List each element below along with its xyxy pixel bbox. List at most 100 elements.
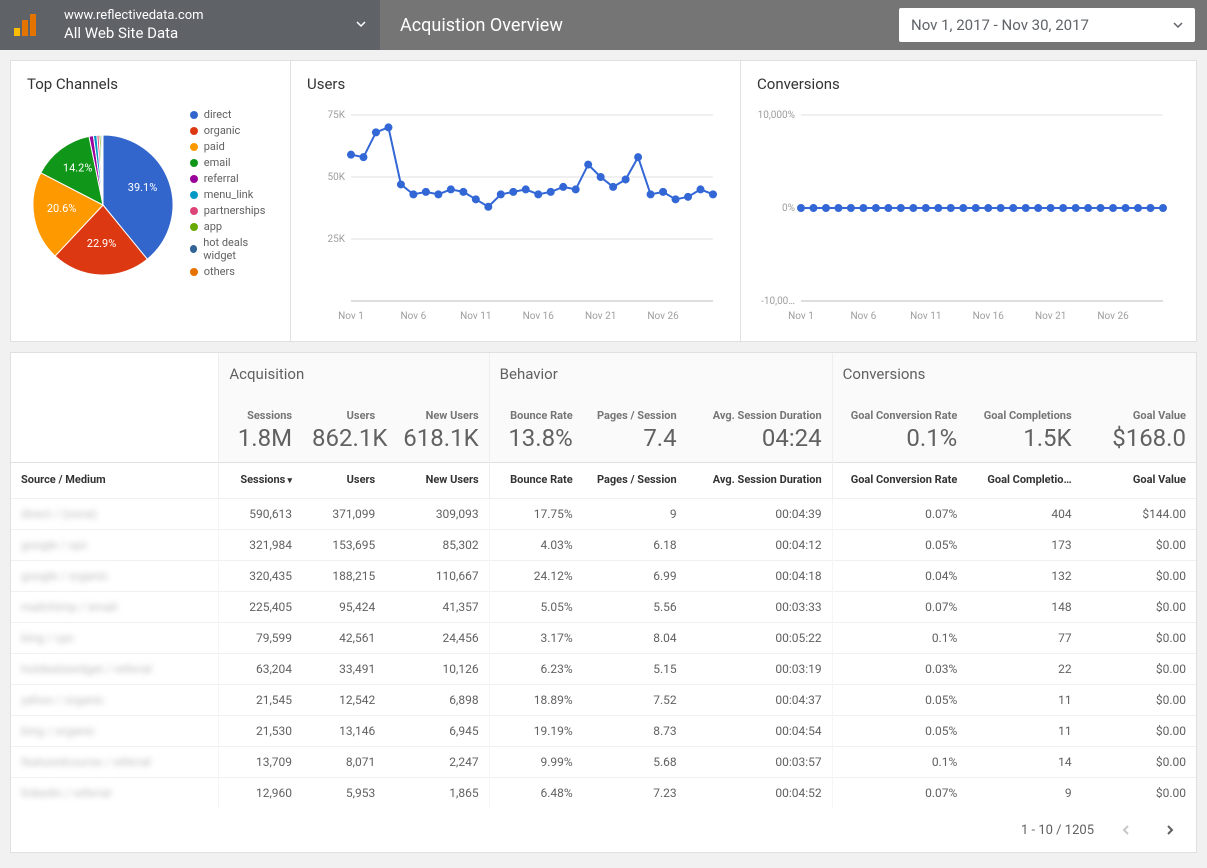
legend-item[interactable]: email <box>190 156 278 169</box>
legend-swatch <box>190 245 197 253</box>
metric-label: Goal Completions <box>977 409 1071 422</box>
metric-value: 7.4 <box>593 424 677 452</box>
legend-swatch <box>190 223 198 231</box>
metric-value: 1.5K <box>977 424 1071 452</box>
legend-item[interactable]: menu_link <box>190 188 278 201</box>
data-cell: 590,613 <box>219 499 302 530</box>
data-cell: 0.03% <box>832 654 967 685</box>
data-cell: 21,530 <box>219 716 302 747</box>
table-row[interactable]: linkedin / referral12,9605,9531,8656.48%… <box>11 778 1196 809</box>
svg-text:75K: 75K <box>327 110 345 121</box>
data-cell: 148 <box>967 592 1081 623</box>
legend-item[interactable]: referral <box>190 172 278 185</box>
column-header[interactable]: Goal Value <box>1082 463 1196 499</box>
legend-item[interactable]: partnerships <box>190 204 278 217</box>
data-cell: 132 <box>967 561 1081 592</box>
metric-value: $168.0 <box>1092 424 1186 452</box>
table-row[interactable]: bing / cpc79,59942,56124,4563.17%8.0400:… <box>11 623 1196 654</box>
source-medium-cell: linkedin / referral <box>21 786 111 800</box>
metric-value: 1.8M <box>229 424 292 452</box>
legend-label: paid <box>204 140 225 153</box>
table-row[interactable]: google / organic320,435188,215110,66724.… <box>11 561 1196 592</box>
data-cell: 0.1% <box>832 747 967 778</box>
svg-text:Nov 6: Nov 6 <box>401 311 427 322</box>
data-cell: 13,146 <box>302 716 385 747</box>
data-cell: 1,865 <box>385 778 489 809</box>
table-row[interactable]: mailchimp / email225,40595,42441,3575.05… <box>11 592 1196 623</box>
data-cell: $144.00 <box>1082 499 1196 530</box>
date-range-picker[interactable]: Nov 1, 2017 - Nov 30, 2017 <box>899 8 1195 42</box>
metric-value: 0.1% <box>843 424 958 452</box>
column-header[interactable]: Pages / Session <box>583 463 687 499</box>
legend-label: email <box>204 156 231 169</box>
table-row[interactable]: direct / (none)590,613371,099309,09317.7… <box>11 499 1196 530</box>
data-cell: 19.19% <box>489 716 583 747</box>
data-cell: 4.03% <box>489 530 583 561</box>
data-cell: 225,405 <box>219 592 302 623</box>
top-channels-pie: 39.1%22.9%20.6%14.2% <box>23 105 182 295</box>
property-selector[interactable]: www.reflectivedata.com All Web Site Data <box>50 0 380 50</box>
data-cell: 11 <box>967 685 1081 716</box>
metric-label: Pages / Session <box>593 409 677 422</box>
data-cell: 6.99 <box>583 561 687 592</box>
data-cell: 9 <box>583 499 687 530</box>
metric-label: New Users <box>395 409 478 422</box>
data-cell: 00:04:12 <box>687 530 833 561</box>
legend-swatch <box>190 143 198 151</box>
column-header[interactable]: Bounce Rate <box>489 463 583 499</box>
data-cell: 14 <box>967 747 1081 778</box>
legend-swatch <box>190 191 198 199</box>
metric-group-title: Conversions <box>843 365 958 383</box>
pager-next-button[interactable] <box>1158 818 1182 842</box>
column-header[interactable]: Goal Completio… <box>967 463 1081 499</box>
svg-text:14.2%: 14.2% <box>63 161 93 174</box>
data-cell: 6,898 <box>385 685 489 716</box>
column-header-source-medium[interactable]: Source / Medium <box>11 463 219 499</box>
legend-item[interactable]: others <box>190 265 278 278</box>
legend-item[interactable]: organic <box>190 124 278 137</box>
legend-item[interactable]: app <box>190 220 278 233</box>
data-cell: 41,357 <box>385 592 489 623</box>
metric-value: 04:24 <box>697 424 822 452</box>
data-cell: 00:05:22 <box>687 623 833 654</box>
table-row[interactable]: yahoo / organic21,54512,5426,89818.89%7.… <box>11 685 1196 716</box>
legend-label: partnerships <box>204 204 266 217</box>
data-cell: 404 <box>967 499 1081 530</box>
svg-text:-10,00…: -10,00… <box>761 296 795 307</box>
legend-label: hot deals widget <box>203 236 278 262</box>
metric-label: Sessions <box>229 409 292 422</box>
table-row[interactable]: google / cpc321,984153,69585,3024.03%6.1… <box>11 530 1196 561</box>
svg-text:39.1%: 39.1% <box>128 181 158 194</box>
data-cell: 153,695 <box>302 530 385 561</box>
data-cell: 3.17% <box>489 623 583 654</box>
data-cell: 110,667 <box>385 561 489 592</box>
table-row[interactable]: hotdealswidget / referral63,20433,49110,… <box>11 654 1196 685</box>
page-title: Acquistion Overview <box>380 0 887 50</box>
column-header[interactable]: Users <box>302 463 385 499</box>
column-header[interactable]: Avg. Session Duration <box>687 463 833 499</box>
data-cell: 173 <box>967 530 1081 561</box>
legend-item[interactable]: hot deals widget <box>190 236 278 262</box>
data-cell: $0.00 <box>1082 592 1196 623</box>
column-header[interactable]: New Users <box>385 463 489 499</box>
data-cell: 00:03:57 <box>687 747 833 778</box>
table-row[interactable]: bing / organic21,53013,1466,94519.19%8.7… <box>11 716 1196 747</box>
source-medium-cell: bing / cpc <box>21 631 74 645</box>
source-medium-cell: hotdealswidget / referral <box>21 662 152 676</box>
legend-item[interactable]: paid <box>190 140 278 153</box>
table-row[interactable]: featuredcourse / referral13,7098,0712,24… <box>11 747 1196 778</box>
column-header[interactable]: Sessions <box>219 463 302 499</box>
data-cell: 77 <box>967 623 1081 654</box>
data-cell: 0.05% <box>832 716 967 747</box>
data-cell: $0.00 <box>1082 623 1196 654</box>
legend-item[interactable]: direct <box>190 108 278 121</box>
svg-text:Nov 21: Nov 21 <box>585 311 616 322</box>
data-cell: 79,599 <box>219 623 302 654</box>
pager-prev-button[interactable] <box>1114 818 1138 842</box>
pager-range: 1 - 10 / 1205 <box>1021 823 1094 838</box>
data-cell: 0.07% <box>832 778 967 809</box>
legend-swatch <box>190 268 198 276</box>
data-cell: 6.23% <box>489 654 583 685</box>
svg-text:Nov 26: Nov 26 <box>1097 311 1129 322</box>
column-header[interactable]: Goal Conversion Rate <box>832 463 967 499</box>
